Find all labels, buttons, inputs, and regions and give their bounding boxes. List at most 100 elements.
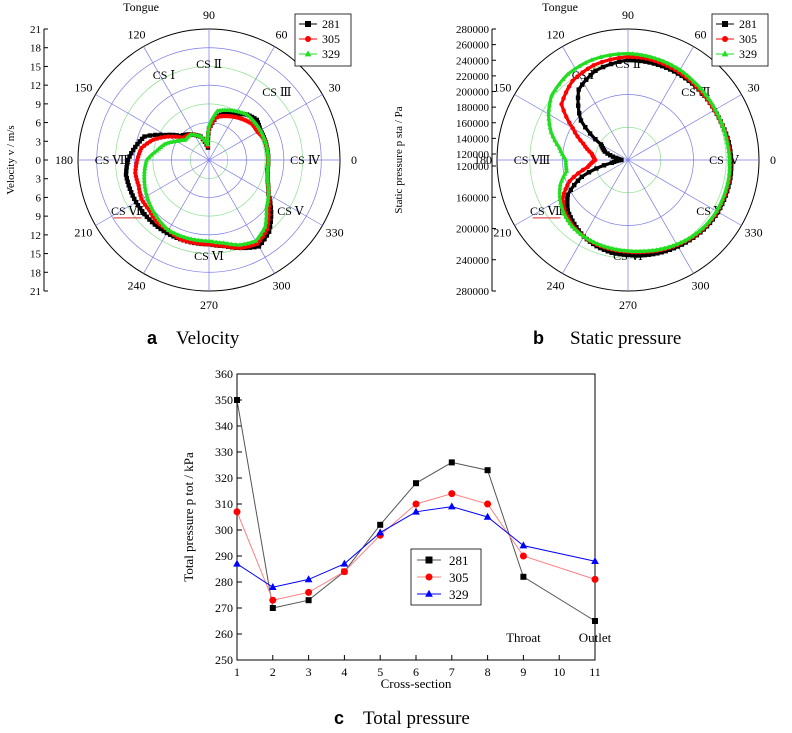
data-point	[265, 181, 271, 187]
angle-tick-label: 330	[326, 226, 344, 240]
data-point	[613, 246, 619, 252]
data-point	[585, 164, 590, 170]
data-point	[557, 189, 563, 194]
data-point	[188, 240, 193, 245]
data-point	[609, 250, 614, 255]
data-point	[659, 250, 664, 255]
data-point	[712, 107, 718, 112]
data-point	[200, 135, 206, 141]
data-point	[147, 202, 153, 207]
data-point	[265, 195, 271, 200]
data-point	[682, 238, 688, 243]
data-point	[160, 222, 166, 227]
data-point	[133, 144, 138, 150]
data-point	[638, 58, 644, 64]
data-point	[577, 111, 582, 116]
polar-spoke	[562, 46, 629, 161]
data-point	[147, 133, 153, 138]
data-point	[144, 193, 150, 198]
data-point	[226, 110, 231, 116]
polar-spoke	[627, 159, 742, 226]
data-point	[606, 245, 611, 250]
data-point	[593, 68, 598, 73]
data-point	[142, 180, 147, 186]
data-point	[256, 244, 262, 249]
data-point	[582, 60, 588, 65]
data-point	[630, 54, 635, 60]
legend-label-281: 281	[449, 553, 469, 568]
data-point	[678, 240, 684, 245]
data-point	[125, 157, 131, 163]
data-point	[162, 134, 167, 140]
radial-tick-label: 15	[30, 61, 42, 73]
data-point	[260, 132, 266, 137]
data-point	[559, 203, 565, 209]
data-point	[559, 151, 565, 157]
data-point	[259, 129, 264, 135]
data-point	[605, 151, 610, 156]
static-pressure-polar-chart: 0 30 60 90 120 150 180 210 240 270 300 330 Tongue CS …	[393, 0, 776, 312]
data-point	[142, 183, 148, 189]
data-point	[725, 144, 731, 149]
data-point	[142, 134, 147, 139]
data-point	[576, 87, 581, 92]
data-point	[673, 64, 679, 70]
cross-section-label: CS Ⅷ	[95, 153, 132, 167]
data-point	[128, 190, 134, 195]
data-point	[568, 215, 573, 220]
angle-tick-label: 180	[55, 153, 73, 167]
data-point	[125, 161, 130, 166]
data-point	[192, 237, 198, 242]
data-point	[210, 242, 215, 248]
y-tick-label: 250	[215, 653, 233, 667]
data-point	[563, 214, 569, 219]
data-point	[567, 179, 572, 184]
series-329	[546, 50, 733, 254]
data-point	[154, 136, 160, 141]
angle-tick-label: 0	[770, 153, 776, 167]
data-point	[238, 245, 244, 251]
polar-spoke	[208, 159, 275, 274]
data-point	[581, 233, 587, 239]
data-point	[696, 228, 702, 233]
data-point	[189, 236, 194, 241]
cross-section-label: CS Ⅳ	[290, 153, 321, 167]
data-point	[557, 182, 563, 187]
data-point	[593, 137, 598, 142]
data-point	[125, 179, 130, 184]
data-point	[413, 480, 419, 487]
data-point	[665, 60, 671, 66]
y-tick-label: 300	[215, 523, 233, 537]
data-point	[688, 75, 693, 81]
data-point	[714, 110, 720, 116]
radial-tick-label: 3	[36, 136, 42, 148]
data-point	[147, 217, 152, 222]
x-tick-label: 10	[553, 665, 565, 679]
data-point	[568, 187, 574, 192]
data-point	[195, 241, 201, 246]
data-point	[556, 81, 562, 87]
data-point	[563, 160, 569, 165]
data-point	[572, 226, 578, 231]
triangle-marker-icon	[425, 589, 433, 597]
data-point	[448, 459, 455, 466]
legend-box	[294, 13, 352, 67]
data-point	[563, 186, 568, 192]
data-point	[519, 541, 528, 549]
data-point	[166, 227, 171, 232]
angle-tick-label: 210	[74, 226, 92, 240]
data-point	[212, 111, 218, 117]
y-tick-label: 350	[215, 393, 233, 407]
data-point	[639, 52, 645, 57]
x-tick-label: 3	[306, 665, 312, 679]
data-point	[703, 222, 709, 228]
data-point	[565, 182, 570, 188]
data-point	[658, 246, 663, 252]
data-point	[630, 58, 635, 63]
data-point	[142, 165, 148, 171]
radial-axis-title: Velocity v / m/s	[5, 125, 17, 194]
data-point	[210, 115, 216, 120]
data-point	[137, 139, 142, 144]
cross-section-label: CS Ⅶ	[530, 204, 563, 218]
circle-marker-icon	[425, 573, 433, 581]
